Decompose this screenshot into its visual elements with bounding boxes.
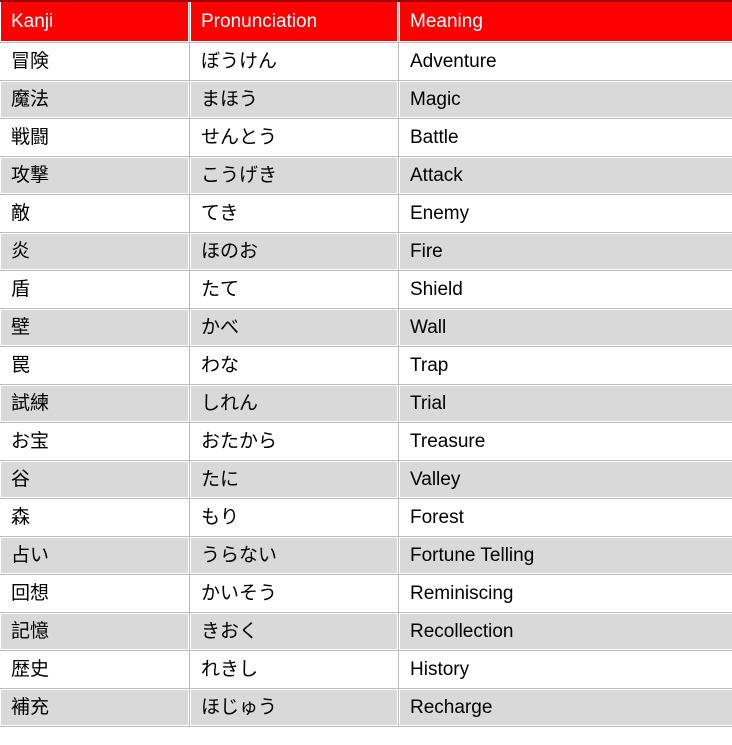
- column-header-pronunciation-label: Pronunciation: [191, 2, 397, 41]
- table-row: 歴史 れきし History: [0, 650, 732, 689]
- pronunciation-cell: おたから: [189, 422, 399, 461]
- table-row: 補充 ほじゅう Recharge: [0, 688, 732, 727]
- meaning-cell: Treasure: [398, 422, 732, 461]
- pronunciation-cell: かいそう: [189, 574, 399, 613]
- meaning-cell: Reminiscing: [398, 574, 732, 613]
- table-row: 戦闘 せんとう Battle: [0, 118, 732, 157]
- pronunciation-cell: わな: [189, 346, 399, 385]
- pronunciation-cell: せんとう: [189, 118, 399, 157]
- meaning-cell: Recharge: [398, 688, 732, 727]
- kanji-cell: 戦闘: [0, 118, 190, 157]
- kanji-cell: 壁: [0, 308, 190, 347]
- kanji-cell: 森: [0, 498, 190, 537]
- meaning-cell: Battle: [398, 118, 732, 157]
- table-row: 壁 かべ Wall: [0, 308, 732, 347]
- kanji-cell: お宝: [0, 422, 190, 461]
- kanji-cell: 魔法: [0, 80, 190, 119]
- meaning-cell: Fire: [398, 232, 732, 271]
- table-body: 冒険 ぼうけん Adventure 魔法 まほう Magic 戦闘 せんとう B…: [0, 42, 732, 727]
- kanji-cell: 占い: [0, 536, 190, 575]
- kanji-cell: 炎: [0, 232, 190, 271]
- kanji-cell: 記憶: [0, 612, 190, 651]
- column-header-meaning: Meaning: [398, 0, 732, 43]
- meaning-cell: Shield: [398, 270, 732, 309]
- pronunciation-cell: こうげき: [189, 156, 399, 195]
- meaning-cell: Enemy: [398, 194, 732, 233]
- table-row: 冒険 ぼうけん Adventure: [0, 42, 732, 81]
- table-row: 森 もり Forest: [0, 498, 732, 537]
- kanji-cell: 補充: [0, 688, 190, 727]
- kanji-vocabulary-table: Kanji Pronunciation Meaning 冒険 ぼうけん Adve…: [0, 0, 732, 727]
- meaning-cell: Attack: [398, 156, 732, 195]
- table-row: 試練 しれん Trial: [0, 384, 732, 423]
- table-row: 攻撃 こうげき Attack: [0, 156, 732, 195]
- meaning-cell: History: [398, 650, 732, 689]
- meaning-cell: Fortune Telling: [398, 536, 732, 575]
- table-row: 記憶 きおく Recollection: [0, 612, 732, 651]
- pronunciation-cell: まほう: [189, 80, 399, 119]
- pronunciation-cell: もり: [189, 498, 399, 537]
- meaning-cell: Magic: [398, 80, 732, 119]
- table-row: 罠 わな Trap: [0, 346, 732, 385]
- meaning-cell: Adventure: [398, 42, 732, 81]
- pronunciation-cell: うらない: [189, 536, 399, 575]
- meaning-cell: Trial: [398, 384, 732, 423]
- pronunciation-cell: たて: [189, 270, 399, 309]
- pronunciation-cell: たに: [189, 460, 399, 499]
- table-row: 敵 てき Enemy: [0, 194, 732, 233]
- kanji-cell: 盾: [0, 270, 190, 309]
- meaning-cell: Forest: [398, 498, 732, 537]
- column-header-pronunciation: Pronunciation: [189, 0, 399, 43]
- column-header-kanji: Kanji: [0, 0, 190, 43]
- pronunciation-cell: てき: [189, 194, 399, 233]
- kanji-cell: 谷: [0, 460, 190, 499]
- meaning-cell: Trap: [398, 346, 732, 385]
- pronunciation-cell: しれん: [189, 384, 399, 423]
- pronunciation-cell: ぼうけん: [189, 42, 399, 81]
- table-row: 占い うらない Fortune Telling: [0, 536, 732, 575]
- table-row: 谷 たに Valley: [0, 460, 732, 499]
- column-header-kanji-label: Kanji: [1, 2, 188, 41]
- table-row: 盾 たて Shield: [0, 270, 732, 309]
- meaning-cell: Wall: [398, 308, 732, 347]
- pronunciation-cell: れきし: [189, 650, 399, 689]
- table-row: 回想 かいそう Reminiscing: [0, 574, 732, 613]
- kanji-cell: 歴史: [0, 650, 190, 689]
- kanji-cell: 攻撃: [0, 156, 190, 195]
- meaning-cell: Recollection: [398, 612, 732, 651]
- pronunciation-cell: ほじゅう: [189, 688, 399, 727]
- table-header-row: Kanji Pronunciation Meaning: [0, 0, 732, 43]
- table-row: 魔法 まほう Magic: [0, 80, 732, 119]
- kanji-cell: 回想: [0, 574, 190, 613]
- meaning-cell: Valley: [398, 460, 732, 499]
- table-row: お宝 おたから Treasure: [0, 422, 732, 461]
- kanji-cell: 罠: [0, 346, 190, 385]
- pronunciation-cell: ほのお: [189, 232, 399, 271]
- column-header-meaning-label: Meaning: [400, 2, 732, 41]
- kanji-cell: 敵: [0, 194, 190, 233]
- table-row: 炎 ほのお Fire: [0, 232, 732, 271]
- kanji-cell: 冒険: [0, 42, 190, 81]
- pronunciation-cell: きおく: [189, 612, 399, 651]
- pronunciation-cell: かべ: [189, 308, 399, 347]
- kanji-cell: 試練: [0, 384, 190, 423]
